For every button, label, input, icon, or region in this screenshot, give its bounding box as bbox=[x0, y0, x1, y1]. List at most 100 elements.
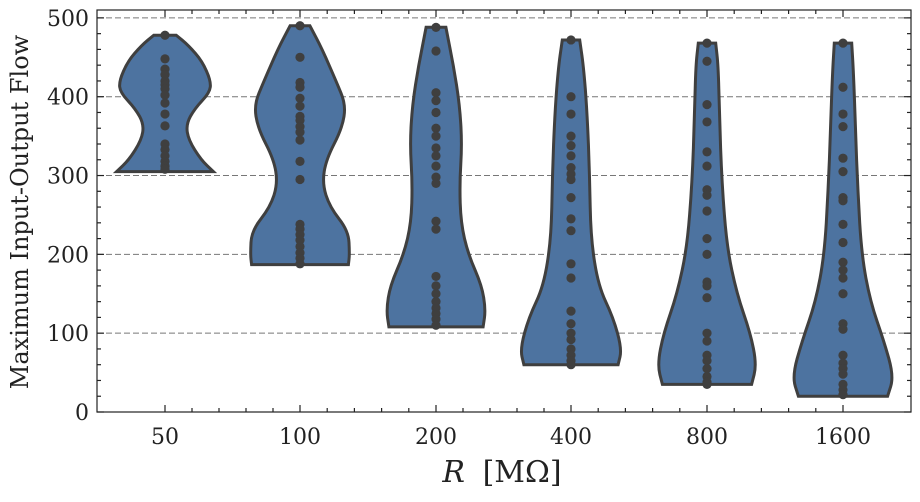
x-tick-labels: 50 100 200 400 800 1600 bbox=[151, 425, 871, 450]
data-point bbox=[702, 364, 712, 374]
data-point bbox=[566, 92, 576, 102]
axis-ticks bbox=[97, 10, 911, 413]
y-tick-labels: 0 100 200 300 400 500 bbox=[47, 7, 89, 426]
data-point bbox=[295, 241, 305, 252]
data-point bbox=[566, 163, 576, 173]
data-point bbox=[160, 98, 170, 108]
data-point bbox=[295, 259, 305, 269]
data-point bbox=[160, 164, 170, 174]
data-point bbox=[431, 161, 441, 171]
data-point bbox=[702, 147, 712, 157]
y-tick-label: 500 bbox=[47, 7, 89, 32]
data-point bbox=[702, 206, 712, 216]
data-point bbox=[838, 153, 848, 163]
data-point bbox=[702, 379, 712, 390]
x-tick-label: 50 bbox=[151, 425, 179, 450]
y-tick-label: 0 bbox=[75, 401, 89, 426]
data-point bbox=[838, 38, 848, 48]
data-point bbox=[431, 224, 441, 234]
data-point bbox=[702, 328, 712, 338]
data-point bbox=[838, 122, 848, 132]
x-tick-label: 100 bbox=[279, 425, 321, 450]
data-point bbox=[431, 88, 441, 98]
data-point bbox=[295, 82, 305, 92]
x-axis-unit: [MΩ] bbox=[483, 455, 562, 490]
grid-lines bbox=[97, 17, 911, 334]
data-point bbox=[160, 70, 170, 80]
data-point bbox=[566, 328, 576, 338]
data-point bbox=[431, 107, 441, 118]
x-tick-label: 1600 bbox=[815, 425, 871, 450]
data-point bbox=[566, 319, 576, 329]
data-point bbox=[838, 219, 848, 229]
data-point bbox=[160, 144, 170, 155]
data-point bbox=[702, 336, 712, 346]
data-point bbox=[566, 140, 576, 151]
data-point bbox=[160, 109, 170, 119]
data-point bbox=[431, 216, 441, 226]
data-point bbox=[431, 178, 441, 189]
data-point bbox=[838, 289, 848, 299]
violins bbox=[112, 21, 894, 400]
data-point bbox=[566, 151, 576, 161]
data-point bbox=[295, 21, 305, 31]
data-point bbox=[160, 30, 170, 40]
data-point bbox=[566, 360, 576, 370]
violin-1600 bbox=[792, 41, 894, 398]
data-point bbox=[566, 226, 576, 236]
data-point bbox=[702, 161, 712, 171]
y-tick-label: 100 bbox=[47, 322, 89, 347]
data-point bbox=[431, 271, 441, 282]
data-point bbox=[566, 35, 576, 45]
data-point bbox=[838, 324, 848, 334]
data-point bbox=[566, 306, 576, 316]
data-point bbox=[702, 281, 712, 291]
data-point bbox=[295, 52, 305, 62]
data-point bbox=[702, 233, 712, 244]
x-tick-label: 400 bbox=[550, 425, 592, 450]
data-point bbox=[431, 172, 441, 182]
x-tick-label: 800 bbox=[686, 425, 728, 450]
data-point bbox=[431, 314, 441, 324]
data-point bbox=[431, 46, 441, 56]
data-point bbox=[160, 84, 170, 94]
data-point bbox=[431, 281, 441, 291]
data-point bbox=[566, 344, 576, 354]
data-point bbox=[838, 257, 848, 267]
data-point bbox=[295, 115, 305, 125]
data-point bbox=[566, 109, 576, 119]
data-point bbox=[431, 289, 441, 299]
data-point bbox=[702, 356, 712, 366]
y-axis-title: Maximum Input-Output Flow bbox=[6, 34, 34, 389]
data-point bbox=[431, 22, 441, 32]
x-tick-label: 200 bbox=[415, 425, 457, 450]
data-point bbox=[838, 196, 848, 206]
y-tick-label: 400 bbox=[47, 86, 89, 111]
x-axis-title: R [MΩ] bbox=[441, 455, 561, 490]
x-axis-variable: R bbox=[441, 455, 465, 490]
data-point bbox=[566, 174, 576, 185]
data-point bbox=[838, 237, 848, 248]
data-point bbox=[295, 93, 305, 103]
data-point bbox=[295, 127, 305, 137]
violin-100 bbox=[249, 24, 351, 267]
data-point bbox=[702, 38, 712, 48]
data-point bbox=[702, 56, 712, 66]
data-point bbox=[160, 54, 170, 64]
data-point bbox=[295, 156, 305, 166]
data-point bbox=[160, 121, 170, 131]
data-point bbox=[566, 273, 576, 283]
data-point bbox=[431, 123, 441, 133]
y-tick-label: 300 bbox=[47, 165, 89, 190]
data-point bbox=[566, 259, 576, 269]
data-point bbox=[838, 82, 848, 92]
data-point bbox=[295, 135, 305, 145]
data-point bbox=[702, 293, 712, 303]
data-point bbox=[702, 99, 712, 110]
data-point bbox=[566, 214, 576, 224]
data-point bbox=[838, 350, 848, 360]
data-point bbox=[838, 369, 848, 379]
data-point bbox=[702, 117, 712, 127]
y-tick-label: 200 bbox=[47, 243, 89, 268]
